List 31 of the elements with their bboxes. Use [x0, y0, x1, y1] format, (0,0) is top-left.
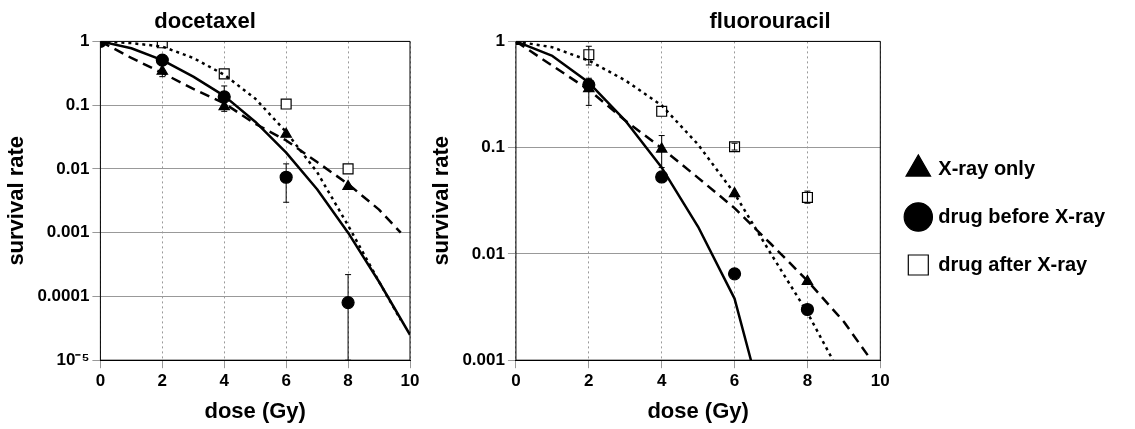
x-tick-label: 8 — [802, 371, 813, 391]
y-tick-label: 1 — [79, 31, 90, 51]
y-tick-label: 0.1 — [481, 137, 505, 157]
x-tick-label: 2 — [584, 371, 594, 391]
x-axis-title: dose (Gy) — [204, 397, 306, 423]
legend-label: drug after X-ray — [938, 252, 1089, 275]
legend-label: drug before X-ray — [938, 204, 1106, 227]
y-tick-label: 0.001 — [46, 222, 90, 242]
x-tick-label: 10 — [870, 371, 890, 391]
y-axis-title: survival rate — [3, 135, 29, 266]
y-tick-label: 0.001 — [462, 349, 505, 369]
x-tick-label: 6 — [281, 371, 291, 391]
y-tick-label: 10⁻⁵ — [56, 349, 90, 369]
y-axis-title: survival rate — [428, 135, 454, 266]
y-tick-label: 0.0001 — [37, 286, 90, 306]
x-tick-label: 4 — [219, 371, 230, 391]
y-tick-label: 0.01 — [56, 158, 90, 178]
chart-title: fluorouracil — [709, 8, 831, 34]
x-tick-label: 0 — [511, 371, 521, 391]
x-tick-label: 0 — [95, 371, 106, 391]
chart-title: docetaxel — [154, 8, 256, 34]
y-tick-label: 0.01 — [471, 243, 505, 263]
x-tick-label: 10 — [400, 371, 420, 391]
y-tick-label: 1 — [495, 31, 505, 51]
x-tick-label: 2 — [157, 371, 168, 391]
x-axis-title: dose (Gy) — [647, 397, 749, 423]
legend-label: X-ray only — [938, 156, 1036, 179]
y-tick-label: 0.1 — [65, 94, 90, 114]
x-tick-label: 6 — [729, 371, 740, 391]
x-tick-label: 4 — [656, 371, 667, 391]
x-tick-label: 8 — [343, 371, 353, 391]
